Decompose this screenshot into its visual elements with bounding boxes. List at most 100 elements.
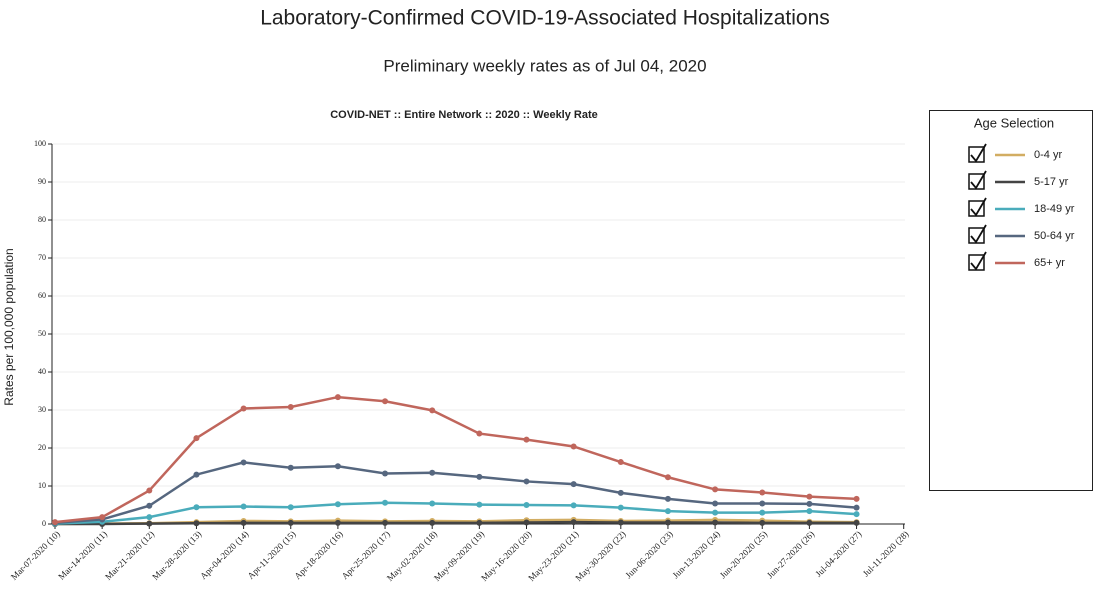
data-point: [664, 474, 671, 481]
data-point: [570, 443, 577, 450]
data-point: [664, 495, 671, 502]
x-tick-label: Mar-28-2020 (13): [150, 529, 203, 582]
y-tick-label: 30: [38, 405, 46, 414]
y-tick-label: 90: [38, 177, 46, 186]
series-line: [54, 501, 857, 525]
data-point: [570, 481, 577, 488]
data-point: [476, 519, 483, 526]
x-tick-label: Mar-07-2020 (10): [9, 529, 62, 582]
data-point: [146, 502, 153, 509]
series-line: [55, 520, 857, 526]
data-point: [523, 502, 530, 508]
data-point: [429, 519, 436, 526]
data-point: [193, 504, 200, 511]
legend-check: [970, 224, 987, 244]
legend-label: 18-49 yr: [1034, 203, 1075, 215]
data-point: [523, 436, 530, 443]
data-point: [382, 519, 389, 526]
data-point: [523, 478, 530, 485]
x-tick-label: Jul-04-2020 (27): [813, 529, 863, 579]
y-tick-label: 20: [38, 443, 46, 452]
data-point: [146, 487, 153, 494]
y-tick-label: 10: [38, 481, 46, 490]
y-tick-label: 50: [38, 329, 46, 338]
chart-title: Laboratory-Confirmed COVID-19-Associated…: [260, 7, 830, 30]
x-tick-label: May-16-2020 (20): [479, 529, 533, 583]
data-point: [570, 502, 577, 509]
data-point: [193, 435, 200, 442]
x-tick-label: May-02-2020 (18): [385, 529, 439, 583]
y-tick-label: 40: [38, 367, 46, 376]
y-tick-label: 100: [34, 139, 46, 148]
data-point: [476, 430, 483, 437]
data-point: [193, 520, 200, 527]
x-tick-label: Mar-21-2020 (12): [103, 529, 156, 582]
data-point: [334, 394, 341, 401]
data-point: [334, 463, 341, 470]
data-point: [712, 500, 719, 507]
x-tick-label: Jun-13-2020 (24): [671, 529, 722, 580]
x-tick-label: May-30-2020 (22): [573, 529, 627, 583]
data-point: [806, 493, 813, 500]
data-point: [287, 519, 294, 526]
data-point: [287, 504, 294, 511]
data-point: [617, 489, 624, 496]
x-tick-label: May-09-2020 (19): [432, 529, 486, 583]
data-point: [382, 499, 389, 506]
data-point: [712, 519, 719, 526]
series-line: [54, 461, 857, 525]
data-point: [429, 407, 436, 414]
data-point: [382, 398, 389, 405]
data-point: [476, 473, 483, 480]
data-point: [429, 500, 436, 507]
legend-title: Age Selection: [974, 115, 1054, 130]
data-point: [617, 459, 624, 466]
data-point: [853, 504, 860, 511]
plot-title: COVID-NET :: Entire Network :: 2020 :: W…: [330, 109, 598, 121]
x-tick-label: May-23-2020 (21): [526, 529, 580, 583]
data-point: [287, 403, 294, 410]
x-tick-label: Apr-11-2020 (15): [245, 529, 297, 581]
data-point: [240, 405, 247, 412]
data-point: [334, 501, 341, 508]
data-point: [806, 500, 813, 507]
data-point: [617, 504, 624, 511]
data-point: [759, 509, 766, 516]
data-point: [570, 519, 577, 526]
data-point: [759, 519, 766, 526]
data-point: [240, 519, 247, 526]
data-point: [193, 471, 200, 478]
data-point: [429, 469, 436, 476]
data-point: [617, 519, 624, 526]
x-tick-label: Apr-25-2020 (17): [340, 529, 392, 581]
legend-check: [970, 170, 987, 190]
x-tick-label: Jul-11-2020 (28): [861, 529, 911, 579]
data-point: [334, 519, 341, 526]
legend-label: 5-17 yr: [1034, 176, 1069, 188]
x-tick-label: Apr-04-2020 (14): [198, 529, 250, 581]
y-tick-label: 80: [38, 215, 46, 224]
data-point: [759, 500, 766, 507]
data-point: [146, 520, 153, 527]
legend-label: 65+ yr: [1034, 257, 1065, 269]
data-point: [806, 508, 813, 515]
data-point: [712, 509, 719, 516]
series-line: [54, 395, 857, 524]
x-tick-label: Jun-06-2020 (23): [623, 529, 674, 580]
data-point: [146, 514, 153, 521]
legend-box: [929, 110, 1093, 491]
legend-check: [970, 251, 987, 271]
data-point: [523, 519, 530, 526]
x-tick-label: Mar-14-2020 (11): [56, 529, 109, 582]
legend-check: [970, 143, 987, 163]
y-tick-label: 70: [38, 253, 46, 262]
x-tick-label: Apr-18-2020 (16): [292, 529, 344, 581]
x-tick-label: Jun-20-2020 (25): [718, 529, 769, 580]
data-point: [52, 519, 58, 526]
data-point: [664, 508, 671, 515]
data-point: [99, 514, 106, 521]
data-point: [806, 519, 813, 526]
data-point: [382, 470, 389, 477]
